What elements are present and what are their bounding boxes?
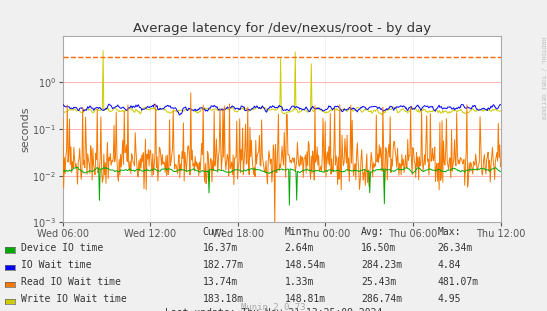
- Text: 481.07m: 481.07m: [438, 277, 479, 287]
- Text: 16.37m: 16.37m: [202, 243, 237, 253]
- Text: 4.84: 4.84: [438, 260, 461, 270]
- Text: Cur:: Cur:: [202, 227, 226, 237]
- Text: 4.95: 4.95: [438, 294, 461, 304]
- Text: 148.81m: 148.81m: [284, 294, 325, 304]
- Text: Write IO Wait time: Write IO Wait time: [21, 294, 126, 304]
- Text: 286.74m: 286.74m: [361, 294, 402, 304]
- Text: 182.77m: 182.77m: [202, 260, 243, 270]
- Text: Max:: Max:: [438, 227, 461, 237]
- Text: Munin 2.0.73: Munin 2.0.73: [241, 303, 306, 311]
- Text: IO Wait time: IO Wait time: [21, 260, 91, 270]
- Title: Average latency for /dev/nexus/root - by day: Average latency for /dev/nexus/root - by…: [132, 21, 431, 35]
- Text: 148.54m: 148.54m: [284, 260, 325, 270]
- Text: Device IO time: Device IO time: [21, 243, 103, 253]
- Y-axis label: seconds: seconds: [21, 106, 31, 152]
- Text: 2.64m: 2.64m: [284, 243, 314, 253]
- Text: Last update: Thu Nov 21 13:25:09 2024: Last update: Thu Nov 21 13:25:09 2024: [165, 308, 382, 311]
- Text: Avg:: Avg:: [361, 227, 385, 237]
- Text: 1.33m: 1.33m: [284, 277, 314, 287]
- Text: 26.34m: 26.34m: [438, 243, 473, 253]
- Text: Read IO Wait time: Read IO Wait time: [21, 277, 121, 287]
- Text: 284.23m: 284.23m: [361, 260, 402, 270]
- Text: 25.43m: 25.43m: [361, 277, 396, 287]
- Text: 183.18m: 183.18m: [202, 294, 243, 304]
- Text: Min:: Min:: [284, 227, 308, 237]
- Text: RRDTOOL / TOBI OETIKER: RRDTOOL / TOBI OETIKER: [541, 37, 546, 120]
- Text: 13.74m: 13.74m: [202, 277, 237, 287]
- Text: 16.50m: 16.50m: [361, 243, 396, 253]
